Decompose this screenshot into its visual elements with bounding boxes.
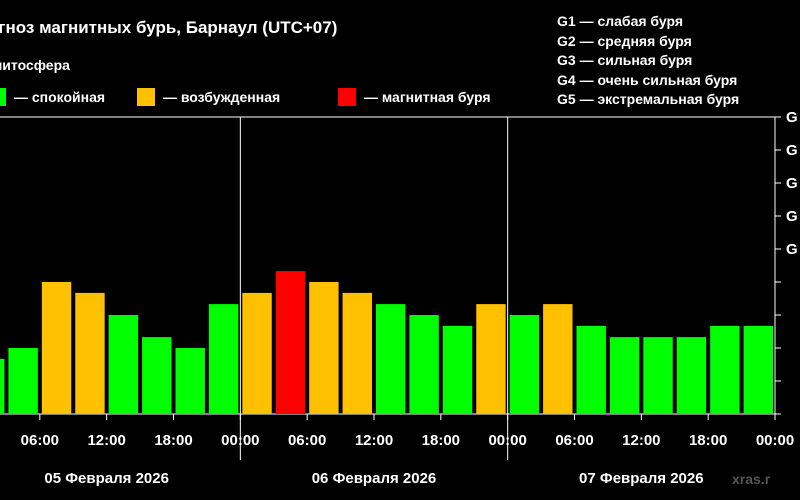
legend-label-storm: — магнитная буря	[364, 89, 491, 105]
bar-4	[75, 292, 105, 414]
bar-22	[676, 337, 707, 414]
x-tick-label-9: 00:00	[488, 432, 526, 449]
bar-21	[643, 337, 673, 414]
x-tick-label-8: 18:00	[422, 432, 460, 449]
storm-scale-g3: G3 — сильная буря	[557, 52, 693, 69]
bar-1	[0, 358, 5, 414]
legend-swatch-active	[137, 88, 155, 106]
bar-5	[108, 315, 139, 414]
x-tick-label-12: 18:00	[689, 432, 727, 449]
day-label-1: 05 Февраля 2026	[44, 470, 169, 487]
chart-title: огноз магнитных бурь, Барнаул (UTC+07)	[0, 18, 338, 37]
right-axis-label-4: G	[786, 208, 798, 225]
right-axis-label-1: G	[786, 109, 798, 126]
right-axis-label-3: G	[786, 175, 798, 192]
x-tick-label-7: 12:00	[355, 432, 393, 449]
watermark: xras.r	[732, 471, 771, 487]
bar-8	[208, 304, 239, 414]
legend-swatch-quiet	[0, 88, 6, 106]
x-tick-label-6: 06:00	[288, 432, 326, 449]
x-tick-label-13: 00:00	[756, 432, 794, 449]
bar-16	[476, 304, 506, 414]
bar-20	[609, 337, 640, 414]
storm-scale-g5: G5 — экстремальная буря	[557, 91, 740, 108]
bar-19	[576, 325, 606, 414]
right-axis-label-5: G	[786, 241, 798, 258]
bar-14	[409, 315, 439, 414]
storm-scale-g2: G2 — средняя буря	[557, 32, 692, 49]
bar-11	[309, 282, 339, 414]
bar-18	[543, 304, 573, 414]
x-tick-label-3: 12:00	[87, 432, 125, 449]
bar-2	[8, 348, 38, 414]
legend-swatch-storm	[338, 88, 356, 106]
bar-9	[242, 292, 272, 414]
legend-label-active: — возбужденная	[163, 89, 281, 105]
legend-item-quiet: — спокойная	[0, 88, 105, 106]
legend-label-quiet: — спокойная	[14, 89, 106, 105]
right-axis-label-2: G	[786, 142, 798, 159]
bar-15	[442, 325, 473, 414]
storm-scale-legend: G1 — слабая буря G2 — средняя буря G3 — …	[557, 12, 739, 110]
legend-title: гнитосфера	[0, 57, 70, 73]
storm-scale-g4: G4 — очень сильная буря	[557, 71, 738, 88]
bar-23	[710, 325, 740, 414]
legend-item-active: — возбужденная	[137, 88, 280, 106]
bar-17	[509, 315, 540, 414]
x-tick-label-11: 12:00	[622, 432, 660, 449]
bar-3	[41, 282, 72, 414]
bar-7	[175, 348, 205, 414]
x-tick-label-10: 06:00	[555, 432, 593, 449]
x-tick-label-2: 06:00	[21, 432, 59, 449]
x-tick-label-5: 00:00	[221, 432, 259, 449]
day-label-2: 06 Февраля 2026	[312, 470, 437, 487]
bar-24	[743, 325, 773, 414]
day-label-3: 07 Февраля 2026	[579, 470, 704, 487]
bar-12	[342, 292, 372, 414]
storm-scale-g1: G1 — слабая буря	[557, 13, 684, 29]
x-tick-label-4: 18:00	[154, 432, 192, 449]
legend-item-storm: — магнитная буря	[338, 88, 491, 106]
bar-13	[376, 304, 406, 414]
bar-10	[275, 271, 306, 414]
bar-6	[142, 337, 172, 414]
